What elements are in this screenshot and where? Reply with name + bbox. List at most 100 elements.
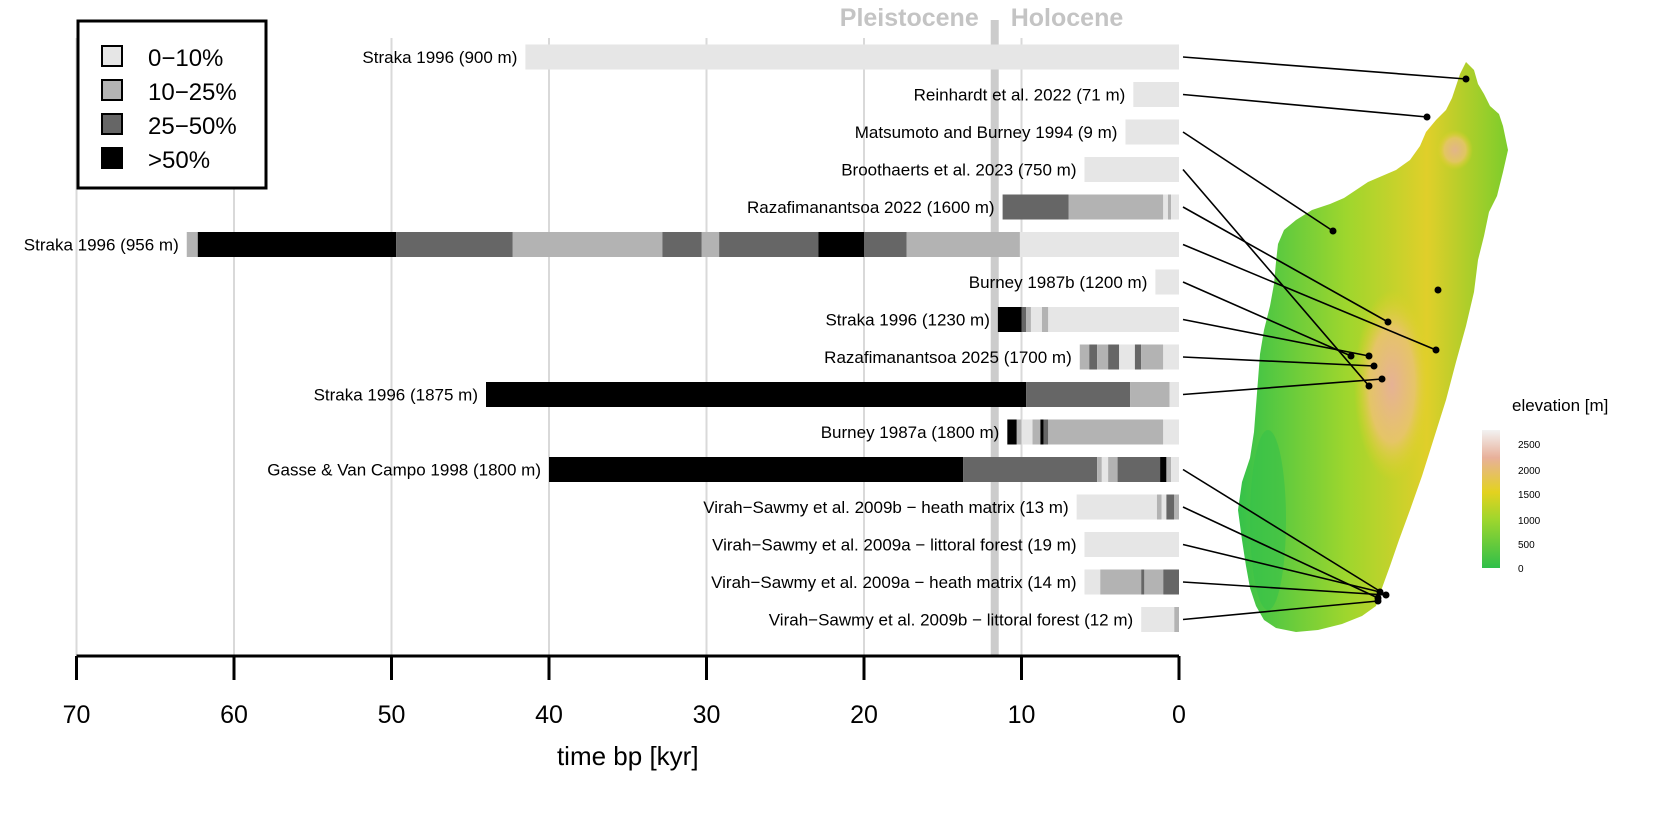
colorbar-tick: 1000 [1518, 516, 1541, 527]
leader-line [1182, 468, 1387, 596]
bar-segment [1040, 419, 1044, 445]
record-label: Matsumoto and Burney 1994 (9 m) [855, 123, 1118, 142]
bar-segment [1144, 569, 1164, 595]
bar-segment [1097, 344, 1109, 370]
leader-line [1182, 581, 1387, 596]
x-tick-label: 20 [850, 701, 878, 729]
record-label: Straka 1996 (1875 m) [314, 386, 478, 405]
bar-segment [1166, 494, 1175, 520]
bar-segment [864, 232, 907, 257]
bar-segment [1032, 419, 1041, 445]
holocene-label: Holocene [1011, 4, 1124, 32]
x-tick-label: 70 [63, 701, 91, 729]
site-marker [1376, 588, 1384, 596]
bar-segment [486, 382, 1027, 407]
bar-segment [1141, 569, 1145, 595]
x-tick-label: 50 [378, 701, 406, 729]
bar-segment [1119, 344, 1135, 370]
x-tick-label: 60 [220, 701, 248, 729]
site-leader-lines [1182, 56, 1470, 621]
colorbar [1482, 430, 1500, 568]
boundary-band [990, 20, 999, 656]
bar-segment [197, 232, 397, 257]
bar-segment [1079, 344, 1090, 370]
site-marker [1370, 362, 1378, 370]
bar-segment [1048, 307, 1179, 332]
bar-segment [1169, 382, 1179, 407]
legend-label-10-25: 10−25% [148, 79, 237, 106]
record-label: Burney 1987b (1200 m) [969, 273, 1148, 292]
bar-segment [1084, 157, 1179, 182]
bar-segment [1048, 419, 1164, 445]
site-marker [1347, 352, 1355, 360]
bar-segment [1007, 419, 1017, 445]
bar-segment [1108, 457, 1118, 482]
legend-label-0-10: 0−10% [148, 45, 223, 72]
bar-segment [1163, 569, 1179, 595]
leader-line [1182, 543, 1381, 593]
bar-segment [1084, 532, 1179, 557]
bar-segment [1100, 569, 1142, 595]
bar-segment [1141, 607, 1175, 632]
legend-swatch-over-50 [101, 147, 123, 169]
bar-segment [1019, 232, 1179, 257]
bar-segment [719, 232, 819, 257]
bar-segment [1021, 307, 1027, 332]
legend-swatch-10-25 [101, 79, 123, 101]
site-marker [1374, 597, 1382, 605]
bar-segment [1166, 457, 1172, 482]
bar-groups [186, 44, 1179, 632]
bar-segment [818, 232, 864, 257]
leader-line [1182, 356, 1375, 367]
pleistocene-holocene-boundary: Pleistocene Holocene [840, 4, 1124, 656]
record-label: Straka 1996 (1230 m) [825, 311, 989, 330]
bar-segment [186, 232, 198, 257]
site-marker [1329, 227, 1337, 235]
site-marker [1384, 318, 1392, 326]
bar-segment [1133, 82, 1179, 107]
bar-segment [997, 307, 1022, 332]
bar-segment [1141, 344, 1164, 370]
leader-line [1182, 378, 1383, 396]
bar-segment [662, 232, 702, 257]
record-label: Razafimanantsoa 2025 (1700 m) [824, 348, 1072, 367]
site-marker [1382, 591, 1390, 599]
legend-swatch-0-10 [101, 45, 123, 67]
record-label: Straka 1996 (900 m) [362, 48, 517, 67]
x-tick-label: 40 [535, 701, 563, 729]
northern-massif [1437, 130, 1473, 170]
record-label: Razafimanantsoa 2022 (1600 m) [747, 198, 995, 217]
legend-label-over-50: >50% [148, 147, 210, 174]
bar-segment [1002, 194, 1069, 220]
bar-segment [1125, 119, 1179, 145]
x-tick-label: 30 [693, 701, 721, 729]
bar-segment [906, 232, 1020, 257]
x-axis-title: time bp [kyr] [557, 741, 699, 771]
central-highlands [1354, 290, 1430, 480]
bar-segment [1021, 419, 1033, 445]
colorbar-tick: 1500 [1518, 490, 1541, 501]
bar-segment [1030, 307, 1042, 332]
record-label: Virah−Sawmy et al. 2009a − heath matrix … [711, 573, 1076, 592]
bar-segment [1108, 344, 1120, 370]
site-marker [1432, 346, 1440, 354]
bar-segment [549, 457, 964, 482]
bar-segment [1163, 344, 1179, 370]
x-tick-label: 10 [1008, 701, 1036, 729]
bar-segment [1167, 194, 1172, 220]
site-marker [1365, 382, 1373, 390]
site-marker [1423, 113, 1431, 121]
record-labels: Straka 1996 (900 m) Reinhardt et al. 2022… [24, 48, 1148, 630]
bar-segment [1160, 457, 1167, 482]
leader-line [1182, 506, 1379, 599]
bar-segment [963, 457, 1098, 482]
record-label: Broothaerts et al. 2023 (750 m) [841, 161, 1076, 180]
record-label: Virah−Sawmy et al. 2009a − littoral fore… [712, 536, 1076, 555]
bar-segment [1161, 494, 1167, 520]
record-label: Reinhardt et al. 2022 (71 m) [914, 86, 1126, 105]
record-label: Virah−Sawmy et al. 2009b − heath matrix … [703, 498, 1068, 517]
bar-segment [1156, 494, 1162, 520]
bar-segment [1026, 307, 1031, 332]
bar-segment [1041, 307, 1049, 332]
